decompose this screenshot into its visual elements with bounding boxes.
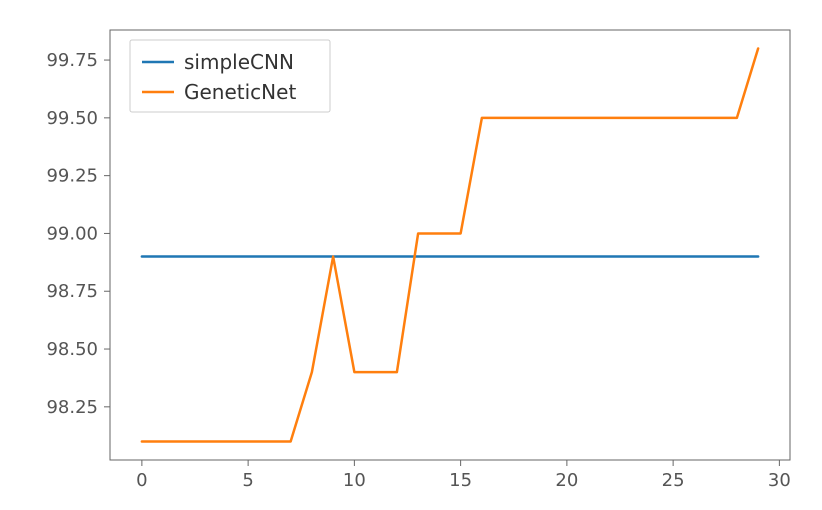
x-tick-label: 10 bbox=[343, 470, 366, 491]
legend-label: GeneticNet bbox=[184, 80, 296, 104]
y-tick-label: 99.75 bbox=[46, 50, 98, 71]
x-tick-label: 5 bbox=[242, 470, 253, 491]
x-tick-label: 0 bbox=[136, 470, 147, 491]
y-tick-label: 99.50 bbox=[46, 108, 98, 129]
x-tick-label: 25 bbox=[662, 470, 685, 491]
x-tick-label: 20 bbox=[555, 470, 578, 491]
y-tick-label: 99.25 bbox=[46, 166, 98, 187]
x-tick-label: 30 bbox=[768, 470, 791, 491]
chart-svg: 0 5 10 15 20 25 30 98.25 98.50 98.75 99.00 99.25 99.… bbox=[0, 0, 822, 510]
y-tick-label: 98.50 bbox=[46, 339, 98, 360]
legend-label: simpleCNN bbox=[184, 50, 294, 74]
x-tick-label: 15 bbox=[449, 470, 472, 491]
y-tick-label: 99.00 bbox=[46, 223, 98, 244]
line-chart: 0 5 10 15 20 25 30 98.25 98.50 98.75 99.00 99.25 99.… bbox=[0, 0, 822, 510]
y-tick-label: 98.25 bbox=[46, 397, 98, 418]
y-tick-label: 98.75 bbox=[46, 281, 98, 302]
chart-background bbox=[0, 0, 822, 510]
